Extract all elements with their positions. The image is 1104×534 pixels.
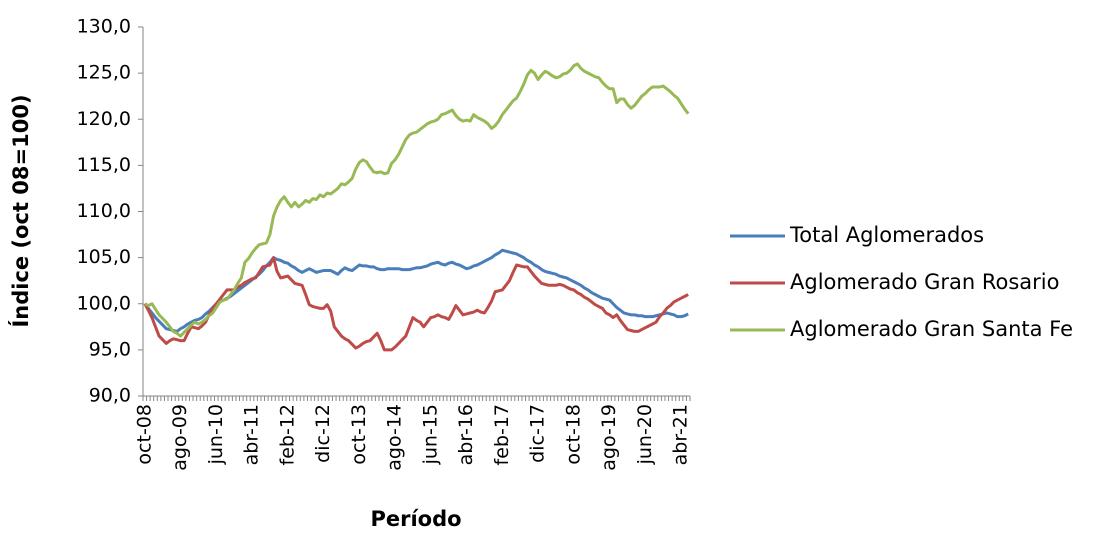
y-tick-label: 120,0 — [77, 108, 131, 130]
series-line — [143, 256, 689, 352]
y-tick-label: 100,0 — [77, 292, 131, 314]
series-line — [143, 248, 689, 333]
x-tick-label: abr-16 — [455, 404, 477, 465]
y-axis-title: Índice (oct 08=100) — [8, 94, 33, 327]
y-tick-label: 105,0 — [77, 246, 131, 268]
x-tick-label: feb-17 — [491, 404, 513, 465]
y-tick-label: 95,0 — [89, 338, 131, 360]
legend-label: Aglomerado Gran Santa Fe — [790, 317, 1073, 341]
x-tick-label: jun-10 — [205, 404, 227, 465]
y-tick-label: 125,0 — [77, 62, 131, 84]
x-tick-label: ago-09 — [169, 404, 191, 471]
y-tick-label: 115,0 — [77, 154, 131, 176]
y-tick-label: 110,0 — [77, 200, 131, 222]
y-tick-label: 130,0 — [77, 16, 131, 38]
x-tick-label: abr-21 — [670, 404, 692, 465]
x-tick-label: ago-19 — [598, 404, 620, 471]
x-tick-label: oct-13 — [348, 404, 370, 465]
series-line — [144, 62, 690, 338]
x-tick-label: jun-20 — [634, 404, 656, 465]
legend-label: Aglomerado Gran Rosario — [790, 270, 1060, 294]
x-tick-label: feb-12 — [276, 404, 298, 465]
x-tick-label: ago-14 — [384, 404, 406, 471]
legend-label: Total Aglomerados — [789, 223, 984, 247]
x-tick-label: oct-18 — [562, 404, 584, 465]
x-tick-label: dic-17 — [527, 404, 549, 463]
x-tick-label: abr-11 — [241, 404, 263, 465]
x-tick-label: dic-12 — [312, 404, 334, 463]
x-tick-label: jun-15 — [419, 404, 441, 465]
y-tick-label: 90,0 — [89, 385, 131, 407]
x-axis-title: Período — [370, 507, 461, 531]
x-tick-label: oct-08 — [133, 404, 155, 465]
